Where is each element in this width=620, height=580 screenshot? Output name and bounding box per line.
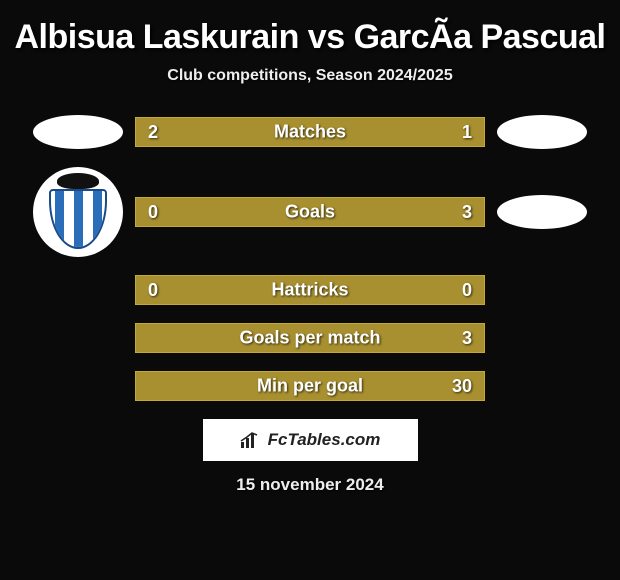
page-title: Albisua Laskurain vs GarcÃa Pascual [0,18,620,57]
stat-bar-goals-per-match: Goals per match 3 [135,323,485,353]
stat-right-value: 30 [442,376,472,397]
stat-label: Matches [274,122,346,143]
club-right-badge [497,195,587,229]
stat-row: Goals per match 3 [0,323,620,353]
stat-left-value: 0 [148,202,178,223]
stat-right-value: 1 [442,122,472,143]
player-left-badge [33,115,123,149]
stat-right-value: 0 [442,280,472,301]
stat-bar-min-per-goal: Min per goal 30 [135,371,485,401]
chart-icon [240,431,262,449]
comparison-card: Albisua Laskurain vs GarcÃa Pascual Club… [0,0,620,505]
stat-right-value: 3 [442,202,472,223]
player-right-badge [497,115,587,149]
stat-row: Min per goal 30 [0,371,620,401]
stat-right-value: 3 [442,328,472,349]
stat-left-value: 0 [148,280,178,301]
brand-watermark[interactable]: FcTables.com [203,419,418,461]
stat-bar-matches: 2 Matches 1 [135,117,485,147]
stat-bar-goals: 0 Goals 3 [135,197,485,227]
date-label: 15 november 2024 [0,475,620,495]
stat-row: 0 Hattricks 0 [0,275,620,305]
stats-table: 2 Matches 1 0 Goals 3 [0,115,620,401]
stat-label: Goals [285,202,335,223]
club-left-badge [33,167,123,257]
stat-label: Goals per match [239,328,380,349]
stat-label: Hattricks [271,280,348,301]
stat-left-value: 2 [148,122,178,143]
stat-row: 2 Matches 1 [0,115,620,149]
stat-bar-hattricks: 0 Hattricks 0 [135,275,485,305]
stat-label: Min per goal [257,376,363,397]
stat-row: 0 Goals 3 [0,167,620,257]
shield-icon [43,173,113,251]
brand-text: FcTables.com [268,430,381,450]
subtitle: Club competitions, Season 2024/2025 [0,67,620,85]
